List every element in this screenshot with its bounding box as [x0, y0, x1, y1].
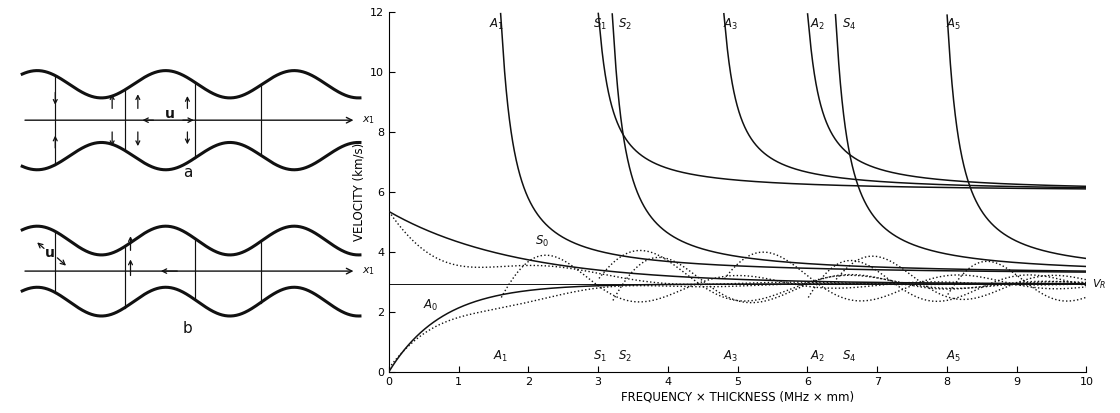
Text: $S_2$: $S_2$ [618, 17, 632, 32]
Text: $A_5$: $A_5$ [946, 349, 961, 364]
Y-axis label: VELOCITY (km/s): VELOCITY (km/s) [353, 143, 366, 241]
Text: $\mathbf{u}$: $\mathbf{u}$ [164, 107, 175, 121]
X-axis label: FREQUENCY × THICKNESS (MHz × mm): FREQUENCY × THICKNESS (MHz × mm) [622, 391, 855, 404]
Text: $V_R$: $V_R$ [1092, 277, 1107, 291]
Text: $A_3$: $A_3$ [724, 349, 738, 364]
Text: $A_2$: $A_2$ [811, 349, 825, 364]
Text: $S_0$: $S_0$ [535, 234, 550, 249]
Text: $x_1$: $x_1$ [362, 114, 375, 126]
Text: $A_2$: $A_2$ [811, 17, 825, 32]
Text: $S_1$: $S_1$ [592, 349, 607, 364]
Text: $S_1$: $S_1$ [592, 17, 607, 32]
Text: $S_4$: $S_4$ [842, 349, 857, 364]
Text: $A_3$: $A_3$ [724, 17, 738, 32]
Text: $A_5$: $A_5$ [946, 17, 961, 32]
Text: $A_1$: $A_1$ [489, 17, 505, 32]
Text: b: b [183, 321, 193, 336]
Text: a: a [183, 165, 193, 180]
Text: $A_1$: $A_1$ [493, 349, 508, 364]
Text: $x_1$: $x_1$ [362, 265, 375, 277]
Text: $A_0$: $A_0$ [423, 298, 438, 313]
Text: $\mathbf{u}$: $\mathbf{u}$ [45, 246, 55, 260]
Text: $S_2$: $S_2$ [618, 349, 632, 364]
Text: $S_4$: $S_4$ [842, 17, 857, 32]
